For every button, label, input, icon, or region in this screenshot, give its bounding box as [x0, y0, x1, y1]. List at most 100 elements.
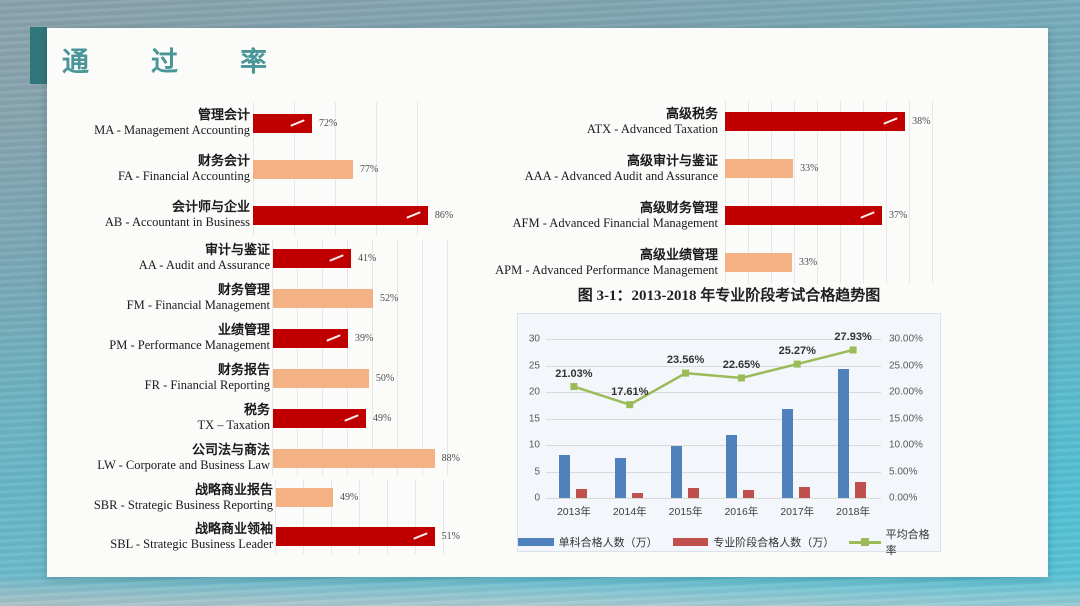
pass-rate-row: 财务报告 FR - Financial Reporting 50%	[88, 358, 460, 398]
bar-single-subject-passers	[838, 369, 850, 498]
pass-rate-bar	[273, 288, 374, 308]
line-marker	[737, 374, 745, 382]
chart-block: 管理会计 MA - Management Accounting 72% 财务会计 FA …	[88, 100, 460, 238]
bar-highlight-swoosh	[290, 118, 305, 127]
bar-cell: 50%	[273, 368, 460, 388]
gridline	[546, 471, 881, 473]
pass-rate-value: 49%	[372, 412, 392, 424]
pass-rate-value: 52%	[380, 292, 399, 304]
pass-rate-bar	[276, 527, 435, 546]
x-axis-label: 2013年	[556, 506, 591, 518]
subject-label: 税务 TX – Taxation	[88, 402, 271, 433]
bar-professional-stage-passers	[799, 486, 811, 498]
pass-rate-bar	[725, 206, 883, 225]
pass-rate-value: 37%	[889, 210, 908, 221]
subject-label-cn: 战略商业报告	[194, 481, 273, 497]
line-point-label: 21.03%	[555, 367, 593, 380]
subject-label-cn: 审计与鉴证	[204, 242, 270, 258]
subject-label-cn: 税务	[243, 402, 270, 418]
bar-cell: 33%	[725, 253, 970, 272]
pass-rate-value: 51%	[441, 531, 460, 542]
subject-label: 战略商业领袖 SBL - Strategic Business Leader	[88, 521, 273, 551]
pass-rate-value: 38%	[912, 116, 931, 127]
subject-label-en: FA - Financial Accounting	[117, 169, 250, 184]
left-axis-tick: 25	[528, 360, 540, 371]
bar-highlight-swoosh	[406, 210, 421, 219]
pass-rate-value: 72%	[318, 117, 338, 129]
pass-rate-bar	[253, 205, 428, 225]
subject-label-en: TX – Taxation	[197, 418, 271, 433]
bar-highlight-swoosh	[326, 333, 341, 342]
subject-label: 战略商业报告 SBR - Strategic Business Reporting	[88, 481, 273, 512]
subject-label-en: FM - Financial Management	[126, 298, 270, 313]
left-axis-tick: 15	[528, 413, 540, 424]
bar-professional-stage-passers	[743, 490, 755, 498]
gridline	[546, 418, 881, 420]
bar-single-subject-passers	[782, 408, 794, 498]
x-axis-label: 2014年	[612, 506, 647, 518]
subject-label-en: AB - Accountant in Business	[104, 215, 250, 230]
bar-cell: 49%	[276, 488, 460, 507]
left-axis-tick: 30	[528, 333, 540, 345]
pass-rate-row: 管理会计 MA - Management Accounting 72%	[88, 100, 460, 146]
subject-label-cn: 高级业绩管理	[639, 246, 718, 262]
bar-single-subject-passers	[614, 457, 626, 498]
x-axis-label: 2015年	[668, 506, 703, 518]
gridline	[546, 445, 881, 446]
subject-label-en: FR - Financial Reporting	[144, 378, 270, 393]
pass-rate-bar	[725, 112, 906, 131]
pass-rate-row: 高级审计与鉴证 AAA - Advanced Audit and Assuranc…	[500, 145, 970, 192]
bar-cell: 77%	[253, 159, 460, 179]
pass-rate-row: 战略商业领袖 SBL - Strategic Business Leader 51%	[88, 517, 460, 556]
bar-cell: 41%	[273, 248, 460, 268]
line-marker	[626, 401, 634, 409]
pass-rate-value: 33%	[798, 257, 818, 268]
bar-highlight-swoosh	[344, 413, 359, 422]
pass-rate-bar	[725, 253, 792, 272]
pass-rate-bar	[276, 488, 334, 507]
gridline	[546, 339, 881, 340]
subject-label: 财务报告 FR - Financial Reporting	[88, 362, 270, 393]
legend-item: 单科合格人数（万）	[518, 534, 658, 550]
chart-legend: 单科合格人数（万） 专业阶段合格人数（万） 平均合格率	[518, 526, 940, 558]
subject-label: 财务会计 FA - Financial Accounting	[88, 153, 250, 184]
subject-label-cn: 公司法与商法	[191, 442, 270, 458]
bar-cell: 49%	[273, 408, 460, 428]
subject-label-cn: 高级税务	[665, 105, 718, 121]
subject-label-en: ATX - Advanced Taxation	[586, 121, 718, 136]
left-axis-tick: 0	[534, 492, 540, 504]
subject-label: 管理会计 MA - Management Accounting	[88, 107, 250, 137]
legend-item: 专业阶段合格人数（万）	[672, 534, 834, 550]
subject-label-cn: 业绩管理	[217, 322, 270, 338]
pass-rate-bar	[725, 159, 794, 178]
legend-label: 单科合格人数（万）	[558, 537, 658, 549]
pass-rate-row: 业绩管理 PM - Performance Management 39%	[88, 318, 460, 358]
bar-highlight-swoosh	[883, 117, 898, 125]
subject-label: 高级业绩管理 APM - Advanced Performance Managem…	[495, 246, 718, 277]
right-axis-tick: 25.00%	[889, 360, 923, 371]
bar-professional-stage-passers	[575, 488, 587, 498]
subject-label-cn: 财务报告	[217, 362, 270, 378]
chart-block: 审计与鉴证 AA - Audit and Assurance 41% 财务管理 FM -…	[88, 238, 460, 478]
bar-cell: 39%	[273, 328, 460, 348]
pass-rate-value: 41%	[357, 252, 377, 264]
x-axis-label: 2016年	[724, 506, 759, 518]
subject-label: 业绩管理 PM - Performance Management	[88, 322, 270, 352]
subject-label: 审计与鉴证 AA - Audit and Assurance	[88, 242, 270, 272]
bar-cell: 72%	[253, 113, 460, 133]
pass-rate-row: 审计与鉴证 AA - Audit and Assurance 41%	[88, 238, 460, 278]
line-marker	[793, 360, 801, 368]
right-axis-tick: 5.00%	[889, 466, 918, 477]
bar-single-subject-passers	[558, 454, 570, 498]
pass-rate-row: 财务会计 FA - Financial Accounting 77%	[88, 146, 460, 192]
pass-rate-value: 50%	[375, 372, 395, 384]
line-point-label: 27.93%	[834, 330, 872, 343]
subject-label-en: AAA - Advanced Audit and Assurance	[524, 168, 718, 183]
bar-single-subject-passers	[726, 435, 738, 498]
pass-rate-row: 高级税务 ATX - Advanced Taxation 38%	[500, 98, 970, 145]
right-axis-tick: 20.00%	[889, 386, 923, 398]
legend-swatch	[672, 538, 709, 546]
right-axis-tick: 10.00%	[889, 439, 923, 451]
pass-rate-value: 39%	[354, 332, 374, 344]
bar-cell: 86%	[253, 205, 460, 225]
